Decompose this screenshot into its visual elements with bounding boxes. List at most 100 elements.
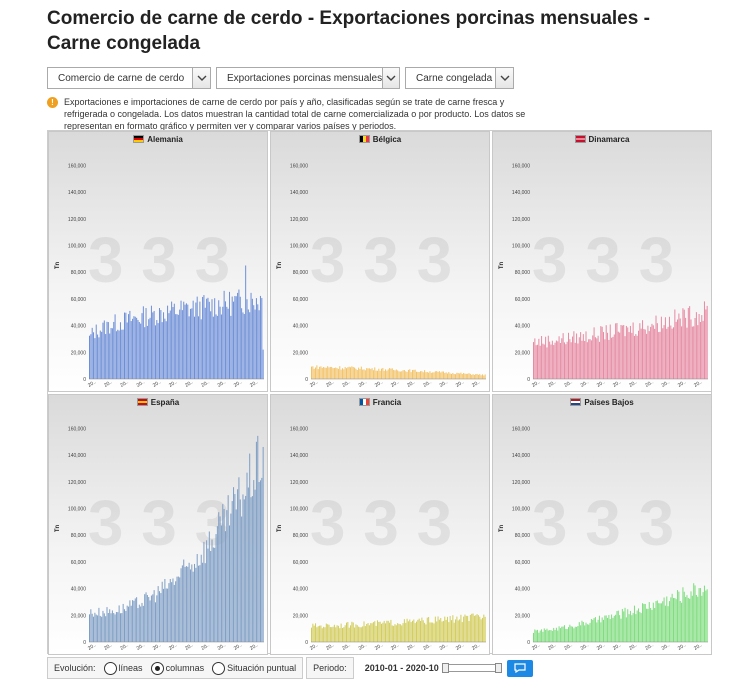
bar[interactable] bbox=[241, 308, 243, 379]
bar[interactable] bbox=[646, 608, 648, 642]
bar[interactable] bbox=[387, 620, 389, 642]
bar[interactable] bbox=[545, 336, 547, 379]
bar[interactable] bbox=[258, 482, 260, 642]
bar[interactable] bbox=[687, 307, 689, 379]
bar[interactable] bbox=[660, 603, 662, 642]
bar[interactable] bbox=[395, 625, 397, 642]
bar[interactable] bbox=[666, 328, 668, 379]
bar[interactable] bbox=[247, 487, 249, 642]
bar[interactable] bbox=[664, 317, 666, 379]
bar[interactable] bbox=[467, 615, 469, 642]
bar[interactable] bbox=[459, 373, 461, 379]
bar[interactable] bbox=[148, 319, 150, 379]
bar[interactable] bbox=[651, 609, 653, 642]
bar[interactable] bbox=[582, 622, 584, 642]
bar[interactable] bbox=[181, 565, 183, 642]
bar[interactable] bbox=[374, 621, 376, 642]
bar[interactable] bbox=[177, 576, 179, 642]
bar[interactable] bbox=[699, 588, 701, 642]
bar[interactable] bbox=[138, 604, 140, 642]
bar[interactable] bbox=[623, 325, 625, 379]
bar[interactable] bbox=[554, 342, 556, 379]
bar[interactable] bbox=[442, 620, 444, 642]
bar[interactable] bbox=[168, 583, 170, 642]
bar[interactable] bbox=[343, 627, 345, 642]
bar[interactable] bbox=[212, 547, 214, 642]
bar[interactable] bbox=[110, 613, 112, 642]
bar[interactable] bbox=[619, 332, 621, 379]
bar[interactable] bbox=[207, 297, 209, 379]
bar[interactable] bbox=[385, 369, 387, 379]
bar[interactable] bbox=[237, 489, 239, 642]
bar[interactable] bbox=[705, 590, 707, 642]
bar[interactable] bbox=[233, 487, 235, 642]
bar[interactable] bbox=[701, 315, 703, 379]
bar[interactable] bbox=[448, 372, 450, 379]
bar[interactable] bbox=[438, 619, 440, 642]
bar[interactable] bbox=[449, 616, 451, 642]
chevron-down-icon[interactable] bbox=[192, 68, 210, 88]
bar[interactable] bbox=[360, 366, 362, 379]
bar[interactable] bbox=[352, 622, 354, 642]
bar[interactable] bbox=[476, 614, 478, 642]
bar[interactable] bbox=[113, 613, 115, 642]
bar[interactable] bbox=[429, 622, 431, 642]
bar[interactable] bbox=[534, 338, 536, 379]
bar[interactable] bbox=[111, 610, 113, 642]
bar[interactable] bbox=[336, 625, 338, 642]
bar[interactable] bbox=[90, 334, 92, 379]
bar[interactable] bbox=[430, 622, 432, 642]
radio-columnas[interactable]: columnas bbox=[150, 661, 204, 675]
bar[interactable] bbox=[604, 339, 606, 379]
bar[interactable] bbox=[611, 337, 613, 379]
bar[interactable] bbox=[667, 606, 669, 642]
bar[interactable] bbox=[402, 370, 404, 379]
bar[interactable] bbox=[453, 622, 455, 642]
bar[interactable] bbox=[206, 540, 208, 642]
bar[interactable] bbox=[224, 531, 226, 642]
bar[interactable] bbox=[311, 366, 313, 379]
bar[interactable] bbox=[200, 319, 202, 379]
bar[interactable] bbox=[126, 605, 128, 642]
bar[interactable] bbox=[582, 334, 584, 379]
bar[interactable] bbox=[675, 321, 677, 379]
bar[interactable] bbox=[479, 616, 481, 642]
bar[interactable] bbox=[473, 615, 475, 642]
bar[interactable] bbox=[249, 312, 251, 379]
bar[interactable] bbox=[259, 480, 261, 642]
bar[interactable] bbox=[468, 373, 470, 379]
bar[interactable] bbox=[678, 313, 680, 379]
bar[interactable] bbox=[592, 335, 594, 379]
bar[interactable] bbox=[455, 619, 457, 642]
bar[interactable] bbox=[654, 328, 656, 379]
bar[interactable] bbox=[163, 588, 165, 642]
bar[interactable] bbox=[681, 602, 683, 642]
bar[interactable] bbox=[327, 366, 329, 379]
bar[interactable] bbox=[214, 547, 216, 642]
bar[interactable] bbox=[106, 607, 108, 642]
bar[interactable] bbox=[445, 372, 447, 379]
bar[interactable] bbox=[394, 624, 396, 642]
bar[interactable] bbox=[693, 583, 695, 642]
bar[interactable] bbox=[480, 375, 482, 379]
bar[interactable] bbox=[480, 619, 482, 642]
bar[interactable] bbox=[355, 624, 357, 642]
product-select[interactable]: Carne congelada bbox=[405, 67, 514, 89]
bar[interactable] bbox=[670, 597, 672, 642]
bar[interactable] bbox=[348, 627, 350, 642]
bar[interactable] bbox=[202, 562, 204, 642]
bar[interactable] bbox=[410, 622, 412, 642]
bar[interactable] bbox=[366, 368, 368, 379]
bar[interactable] bbox=[150, 595, 152, 642]
bar[interactable] bbox=[153, 310, 155, 379]
bar[interactable] bbox=[137, 608, 139, 642]
bar[interactable] bbox=[133, 316, 135, 379]
bar[interactable] bbox=[189, 569, 191, 642]
bar[interactable] bbox=[340, 623, 342, 642]
bar[interactable] bbox=[418, 618, 420, 642]
bar[interactable] bbox=[175, 581, 177, 642]
bar[interactable] bbox=[129, 600, 131, 642]
bar[interactable] bbox=[145, 592, 147, 642]
bar[interactable] bbox=[152, 312, 154, 379]
bar[interactable] bbox=[678, 591, 680, 642]
